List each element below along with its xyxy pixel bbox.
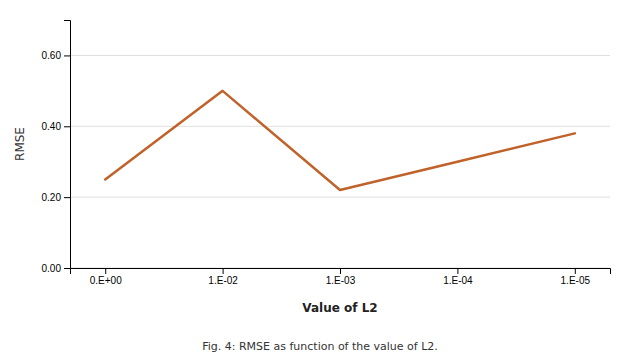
y-axis-line: [64, 21, 71, 269]
grid: [70, 55, 610, 268]
y-tick-mark: [64, 268, 70, 269]
y-tick: 0.20: [42, 192, 70, 203]
x-tick-label: 1.E-04: [443, 275, 473, 286]
grid-line: [70, 126, 610, 127]
x-tick: 0.E+00: [90, 268, 122, 286]
x-axis: 0.E+00 1.E-02 1.E-03 1.E-04 1.E-05: [71, 268, 611, 286]
y-axis: 0.00 0.20 0.40 0.60: [42, 21, 71, 274]
x-tick-label: 0.E+00: [90, 275, 122, 286]
x-tick-mark: [105, 268, 106, 274]
chart-svg: 0.00 0.20 0.40 0.60 0.E+00 1.E-02 1.E-03 1.E-04…: [0, 0, 640, 364]
y-tick-mark: [64, 126, 70, 127]
caption: Fig. 4: RMSE as function of the value of…: [202, 340, 438, 353]
grid-line: [70, 55, 610, 56]
x-axis-title: Value of L2: [302, 301, 377, 315]
y-tick: 0.60: [42, 50, 70, 61]
x-tick: 1.E-02: [208, 268, 238, 286]
y-tick-label: 0.20: [42, 192, 62, 203]
y-tick-mark: [64, 197, 70, 198]
x-tick-mark: [340, 268, 341, 274]
x-tick-mark: [457, 268, 458, 274]
x-tick: 1.E-04: [443, 268, 473, 286]
x-tick-label: 1.E-05: [561, 275, 591, 286]
y-tick-label: 0.40: [42, 121, 62, 132]
x-tick: 1.E-05: [561, 268, 591, 286]
y-tick: 0.40: [42, 121, 70, 132]
y-axis-title: RMSE: [13, 127, 27, 161]
x-tick-label: 1.E-02: [208, 275, 238, 286]
y-tick: 0.00: [42, 263, 70, 274]
y-tick-label: 0.60: [42, 50, 62, 61]
line: [105, 91, 575, 190]
x-tick-mark: [223, 268, 224, 274]
y-tick-mark: [64, 55, 70, 56]
grid-line: [70, 197, 610, 198]
plot-area: 0.00 0.20 0.40 0.60 0.E+00 1.E-02 1.E-03 1.E-04…: [42, 21, 611, 287]
x-tick-mark: [575, 268, 576, 274]
x-tick: 1.E-03: [326, 268, 356, 286]
x-tick-label: 1.E-03: [326, 275, 356, 286]
y-tick-label: 0.00: [42, 263, 62, 274]
marks: [105, 91, 575, 190]
x-axis-line: [71, 269, 611, 275]
